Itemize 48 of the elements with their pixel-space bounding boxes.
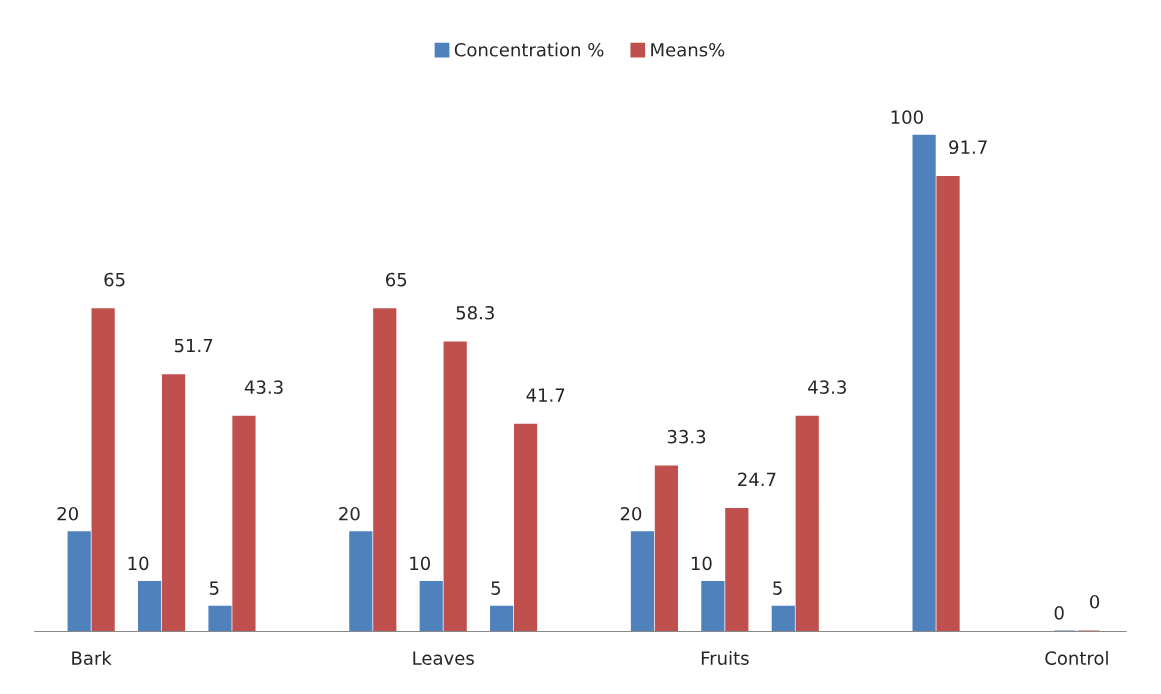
data-label: 10 bbox=[691, 556, 712, 571]
bar bbox=[701, 580, 725, 632]
data-label: 20 bbox=[339, 506, 360, 521]
data-label: 24.7 bbox=[738, 472, 776, 486]
bar bbox=[138, 580, 162, 632]
bar bbox=[630, 531, 655, 632]
bar bbox=[490, 605, 514, 632]
data-label: 5 bbox=[491, 581, 501, 595]
data-label: 43.3 bbox=[244, 380, 283, 394]
data-label: 20 bbox=[57, 506, 78, 521]
bar bbox=[208, 605, 232, 632]
data-label: 0 bbox=[1090, 594, 1100, 609]
data-label: 20 bbox=[620, 506, 642, 521]
data-label: 41.7 bbox=[526, 388, 565, 402]
bar bbox=[654, 465, 678, 632]
bar bbox=[513, 423, 538, 632]
data-label: 5 bbox=[209, 581, 219, 595]
bar bbox=[419, 580, 443, 632]
bar bbox=[771, 605, 795, 632]
data-label: 43.3 bbox=[808, 380, 846, 394]
data-label: 10 bbox=[128, 556, 149, 571]
bar bbox=[349, 531, 373, 632]
bar bbox=[91, 308, 115, 632]
data-label: 51.7 bbox=[174, 338, 213, 353]
bar bbox=[912, 134, 936, 632]
bar bbox=[161, 374, 186, 632]
data-label: 58.3 bbox=[456, 305, 494, 320]
x-tick-label: Leaves bbox=[413, 651, 474, 665]
x-tick-label: Bark bbox=[72, 650, 112, 665]
bar bbox=[443, 341, 467, 632]
bar bbox=[232, 415, 256, 632]
data-label: 5 bbox=[773, 581, 782, 595]
bar bbox=[795, 415, 819, 632]
data-label: 0 bbox=[1054, 606, 1064, 620]
legend-label: Concentration % bbox=[454, 42, 604, 57]
data-label: 100 bbox=[891, 110, 923, 124]
data-label: 65 bbox=[386, 272, 407, 287]
x-tick-label: Fruits bbox=[701, 650, 749, 665]
bar bbox=[67, 531, 91, 632]
legend-label: Means% bbox=[651, 42, 725, 57]
data-label: 65 bbox=[104, 272, 125, 287]
data-label: 33.3 bbox=[667, 429, 706, 444]
bar bbox=[936, 175, 960, 632]
data-label: 91.7 bbox=[949, 140, 987, 155]
bar bbox=[373, 308, 397, 632]
bar bbox=[725, 508, 749, 632]
data-label: 10 bbox=[410, 556, 431, 571]
x-tick-label: Control bbox=[1045, 650, 1108, 665]
